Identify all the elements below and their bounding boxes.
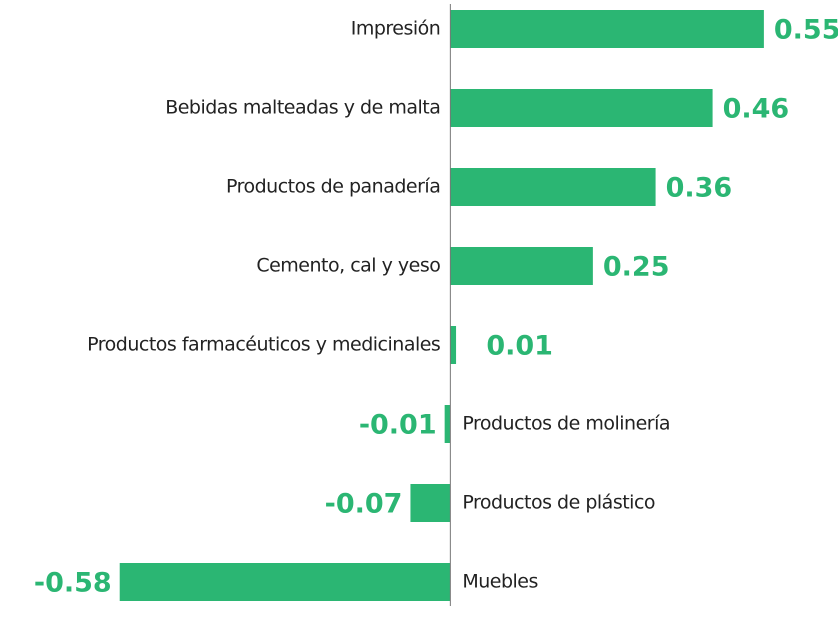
bar (450, 10, 764, 48)
bar (450, 168, 656, 206)
value-label: -0.58 (34, 568, 112, 599)
value-label: 0.46 (723, 94, 790, 125)
bar (450, 247, 593, 285)
category-label: Muebles (462, 571, 538, 593)
category-label: Productos farmacéuticos y medicinales (87, 334, 440, 356)
value-label: 0.01 (486, 331, 553, 362)
category-label: Productos de panadería (226, 176, 440, 198)
bar (444, 405, 451, 443)
value-label: 0.55 (774, 15, 838, 46)
category-label: Bebidas malteadas y de malta (165, 97, 440, 119)
value-label: 0.25 (603, 252, 670, 283)
value-label: -0.07 (325, 489, 403, 520)
bar (450, 89, 713, 127)
bar (410, 484, 451, 522)
value-label: -0.01 (359, 410, 437, 441)
category-label: Cemento, cal y yeso (256, 255, 440, 277)
bar (450, 326, 457, 364)
category-label: Productos de molinería (462, 413, 670, 435)
value-label: 0.36 (666, 173, 733, 204)
category-label: Impresión (351, 18, 441, 40)
bar (119, 563, 451, 601)
category-label: Productos de plástico (462, 492, 655, 514)
